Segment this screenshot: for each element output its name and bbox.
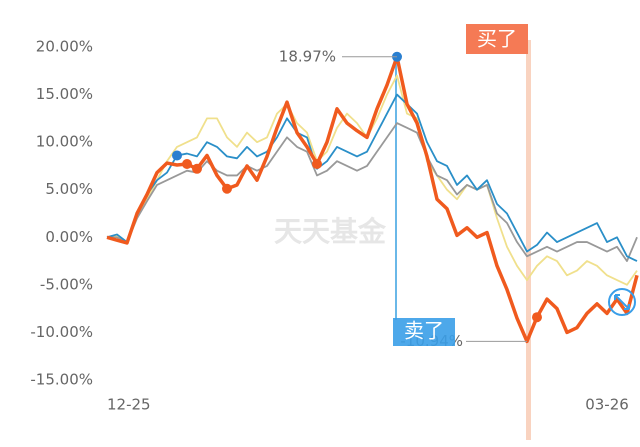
trade-dot	[222, 183, 232, 194]
y-tick-label: 10.00%	[36, 133, 93, 151]
series-line	[106, 55, 639, 344]
trade-dot	[182, 159, 192, 170]
zoom-arrows	[614, 294, 630, 310]
zoom-icon	[608, 288, 636, 316]
y-tick-label: -5.00%	[40, 275, 93, 293]
buy-badge	[466, 24, 528, 54]
max-label: 18.97%	[279, 47, 336, 65]
trade-dot	[312, 159, 322, 170]
y-tick-label: 15.00%	[36, 85, 93, 103]
trade-dot	[532, 312, 542, 323]
trade-dot	[172, 150, 182, 161]
buy-line	[526, 40, 531, 440]
x-tick-label: 12-25	[107, 396, 151, 414]
y-tick-label: 20.00%	[36, 38, 93, 56]
sell-text: 卖了	[404, 319, 444, 343]
series-line	[106, 93, 638, 262]
trade-dot	[192, 163, 202, 174]
y-tick-label: 0.00%	[45, 228, 93, 246]
series-line	[106, 74, 638, 286]
y-tick-label: -15.00%	[30, 371, 93, 389]
y-tick-label: -10.00%	[30, 323, 93, 341]
y-tick-label: 5.00%	[45, 180, 93, 198]
x-tick-label: 03-26	[585, 396, 629, 414]
sell-badge	[393, 318, 455, 346]
buy-text: 买了	[477, 27, 517, 51]
watermark: 天天基金	[274, 215, 387, 248]
